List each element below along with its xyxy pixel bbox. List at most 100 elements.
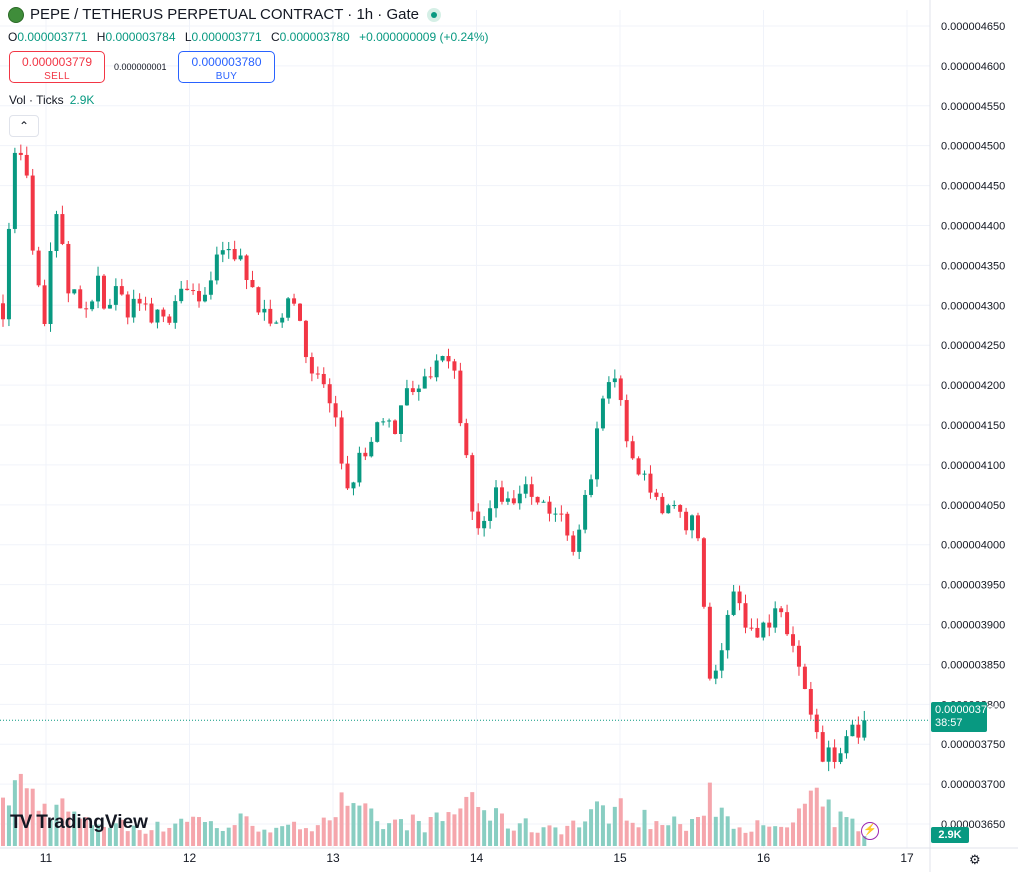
volume-bar	[577, 827, 582, 846]
candle-body	[167, 316, 172, 323]
candle-body	[713, 670, 718, 679]
volume-legend[interactable]: Vol · Ticks 2.9K	[9, 93, 94, 107]
tradingview-logo[interactable]: TV TradingView	[10, 812, 148, 834]
candle-body	[701, 538, 706, 607]
volume-bar	[808, 790, 813, 846]
y-tick-label: 0.000004000	[941, 540, 1005, 552]
lightning-icon[interactable]: ⚡	[861, 822, 879, 840]
settings-gear-icon[interactable]: ⚙	[969, 852, 981, 867]
candle-body	[161, 309, 166, 317]
volume-bar	[90, 825, 95, 846]
volume-bar	[547, 825, 552, 846]
volume-bar	[309, 831, 314, 846]
volume-bar	[755, 820, 760, 846]
y-tick-label: 0.000004150	[941, 420, 1005, 432]
high-label: H	[96, 30, 106, 44]
bar-countdown: 38:57	[935, 717, 963, 729]
volume-bar	[36, 810, 41, 846]
candle-body	[814, 714, 819, 733]
candle-body	[796, 645, 801, 667]
candle-body	[387, 420, 392, 422]
volume-bar	[826, 799, 831, 846]
volume-bar	[630, 822, 635, 846]
sell-label: SELL	[44, 71, 70, 82]
candle-body	[12, 152, 17, 229]
y-tick-label: 0.000004550	[941, 101, 1005, 113]
volume-bar	[719, 807, 724, 846]
candle-body	[398, 405, 403, 434]
candle-body	[321, 373, 326, 385]
candle-body	[202, 294, 207, 302]
volume-bar	[18, 773, 23, 846]
volume-bar	[404, 830, 409, 846]
candle-body	[541, 501, 546, 503]
symbol-title[interactable]: PEPE / TETHERUS PERPETUAL CONTRACT · 1h …	[30, 6, 419, 23]
candle-body	[422, 376, 427, 389]
volume-bar	[523, 818, 528, 846]
volume-bar	[12, 780, 17, 846]
volume-bar	[684, 830, 689, 846]
candle-body	[826, 747, 831, 762]
pepe-logo-icon[interactable]	[8, 6, 24, 23]
candle-body	[36, 250, 41, 286]
tradingview-logo-text: TradingView	[36, 812, 148, 833]
change-value: +0.000000009 (+0.24%)	[359, 30, 489, 44]
candle-body	[844, 736, 849, 754]
volume-bar	[1, 797, 5, 846]
volume-bar	[844, 817, 849, 846]
candle-body	[315, 373, 320, 375]
volume-bar	[713, 816, 718, 846]
volume-badge: 2.9K	[931, 827, 969, 843]
sell-button[interactable]: 0.000003779 SELL	[9, 51, 105, 83]
volume-bar	[72, 811, 77, 846]
x-tick-label: 15	[613, 851, 627, 865]
candle-body	[785, 612, 790, 635]
volume-bar	[351, 803, 356, 846]
candle-body	[678, 505, 683, 512]
sell-price: 0.000003779	[21, 55, 93, 69]
volume-bar	[440, 821, 445, 846]
volume-bar	[624, 820, 629, 846]
candle-body	[499, 487, 504, 502]
candle-body	[72, 289, 77, 294]
candle-body	[600, 398, 605, 429]
candle-body	[856, 724, 861, 738]
volume-bar	[232, 825, 237, 846]
candle-body	[339, 417, 344, 464]
candle-body	[137, 298, 142, 304]
volume-bar	[315, 825, 320, 846]
buy-button[interactable]: 0.000003780 BUY	[178, 51, 275, 83]
collapse-legend-button[interactable]: ⌃	[9, 115, 39, 137]
candle-body	[820, 732, 825, 762]
candle-body	[327, 384, 332, 404]
candle-body	[292, 298, 297, 304]
volume-bar	[565, 825, 570, 846]
volume-bar	[256, 831, 261, 846]
volume-bar	[173, 823, 178, 846]
candle-body	[749, 627, 754, 629]
y-tick-label: 0.000004450	[941, 181, 1005, 193]
volume-bar	[48, 820, 53, 846]
market-open-dot-icon	[426, 7, 441, 22]
candle-body	[410, 388, 415, 393]
candle-body	[684, 511, 689, 531]
candle-body	[357, 452, 362, 483]
candle-body	[60, 214, 65, 244]
close-label: C	[270, 30, 280, 44]
candle-body	[250, 279, 255, 288]
volume-bar	[707, 782, 712, 846]
candle-body	[636, 458, 641, 475]
candle-body	[18, 152, 23, 155]
volume-bar	[796, 808, 801, 846]
tradingview-mark-icon: TV	[10, 812, 32, 833]
volume-bar	[595, 801, 599, 846]
volume-bar	[654, 821, 659, 846]
volume-bar	[381, 829, 386, 846]
volume-bar	[179, 818, 184, 846]
candle-body	[179, 288, 184, 302]
volume-bar	[535, 832, 540, 846]
volume-bar	[642, 809, 647, 846]
y-tick-label: 0.000004300	[941, 300, 1005, 312]
x-tick-label: 16	[757, 851, 771, 865]
